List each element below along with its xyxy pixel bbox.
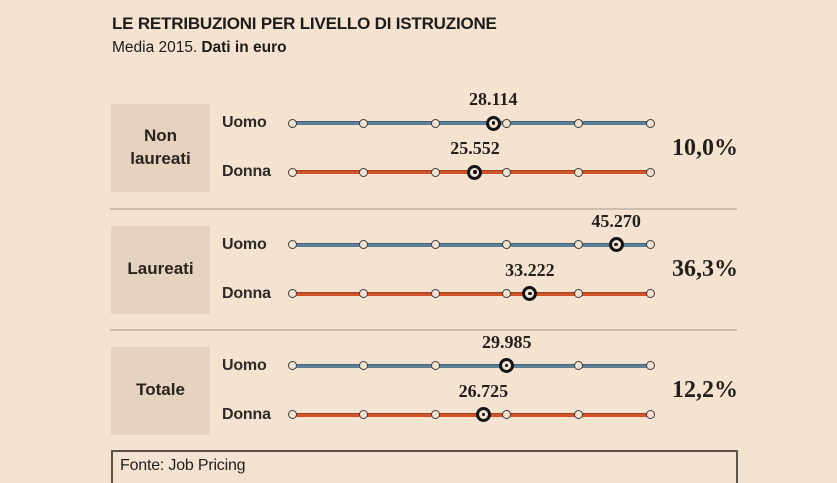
chart-subtitle-bold: Dati in euro (201, 39, 287, 56)
tick-circle (287, 289, 297, 298)
value-label-uomo: 45.270 (591, 210, 641, 231)
value-marker-donna (467, 164, 483, 180)
row-label-uomo: Uomo (222, 235, 267, 253)
tick-circle (502, 410, 512, 419)
value-marker-donna (475, 407, 491, 422)
group-label: Laureati (127, 259, 194, 279)
row-label-uomo: Uomo (222, 356, 267, 374)
tick-circle (573, 410, 583, 419)
value-marker-uomo (499, 358, 515, 373)
source-text: Fonte: Job Pricing (120, 457, 246, 474)
tick-circle (502, 118, 512, 128)
chart-subtitle: Media 2015. Dati in euro (112, 39, 287, 57)
group-divider (110, 208, 737, 210)
tick-circle (287, 410, 297, 419)
tick-circle (645, 361, 655, 370)
marker-center-dot (614, 242, 618, 247)
chart-subtitle-prefix: Media 2015. (112, 39, 198, 56)
tick-circle (573, 361, 583, 370)
tick-circle (502, 167, 512, 177)
tick-circle (645, 167, 655, 177)
tick-circle (430, 167, 440, 177)
group-divider (110, 329, 737, 331)
marker-center-dot (481, 412, 486, 417)
tick-circle (573, 118, 583, 128)
row-label-uomo: Uomo (222, 114, 267, 131)
tick-circle (645, 240, 655, 249)
tick-circle (359, 240, 369, 249)
tick-circle (287, 167, 297, 177)
gap-percent: 10,0% (672, 134, 738, 161)
tick-circle (430, 289, 440, 298)
tick-circle (359, 118, 369, 128)
row-label-donna: Donna (222, 405, 271, 423)
group-box-laureati: Laureati (111, 225, 210, 314)
tick-circle (287, 240, 297, 249)
group-label: Non laureati (130, 126, 191, 168)
tick-circle (430, 361, 440, 370)
source-box: Fonte: Job Pricing (111, 450, 738, 483)
gap-percent: 12,2% (672, 377, 738, 403)
row-label-donna: Donna (222, 163, 271, 180)
group-box-non-laureati: Non laureati (111, 104, 210, 192)
salary-line-donna (290, 291, 652, 296)
tick-circle (430, 118, 440, 128)
group-box-totale: Totale (111, 346, 210, 435)
salary-line-uomo (290, 242, 652, 247)
group-laureati: Laureati Uomo 45.270 Donna 33.222 36,3% (0, 211, 837, 314)
value-label-uomo: 28.114 (469, 89, 518, 109)
group-non-laureati: Non laureati Uomo 28.114 Donna 25.552 10,0% (0, 89, 837, 192)
gap-percent: 36,3% (672, 256, 738, 282)
tick-circle (573, 167, 583, 177)
tick-circle (359, 361, 369, 370)
salary-line-uomo (290, 121, 652, 125)
tick-circle (645, 410, 655, 419)
value-marker-uomo (485, 115, 501, 131)
tick-circle (359, 167, 369, 177)
salary-line-donna (290, 412, 652, 417)
marker-center-dot (528, 291, 532, 296)
marker-center-dot (473, 170, 477, 174)
value-marker-donna (522, 286, 538, 301)
tick-circle (502, 289, 512, 298)
value-label-donna: 26.725 (458, 380, 509, 401)
tick-circle (430, 410, 440, 419)
tick-circle (645, 289, 655, 298)
tick-circle (645, 118, 655, 128)
tick-circle (359, 289, 369, 298)
value-label-donna: 25.552 (450, 138, 500, 158)
marker-center-dot (491, 121, 496, 125)
tick-circle (430, 240, 440, 249)
tick-circle (287, 361, 297, 370)
tick-circle (573, 240, 583, 249)
value-marker-uomo (608, 237, 624, 252)
group-label: Totale (136, 380, 185, 400)
tick-circle (359, 410, 369, 419)
tick-circle (287, 118, 297, 128)
tick-circle (573, 289, 583, 298)
tick-circle (502, 240, 512, 249)
marker-center-dot (504, 363, 509, 368)
value-label-uomo: 29.985 (481, 331, 532, 352)
salary-line-uomo (290, 363, 652, 368)
group-totale: Totale Uomo 29.985 Donna 26.725 12,2% (0, 332, 837, 435)
chart-title: LE RETRIBUZIONI PER LIVELLO DI ISTRUZION… (112, 14, 497, 33)
row-label-donna: Donna (222, 284, 271, 302)
value-label-donna: 33.222 (505, 259, 555, 280)
